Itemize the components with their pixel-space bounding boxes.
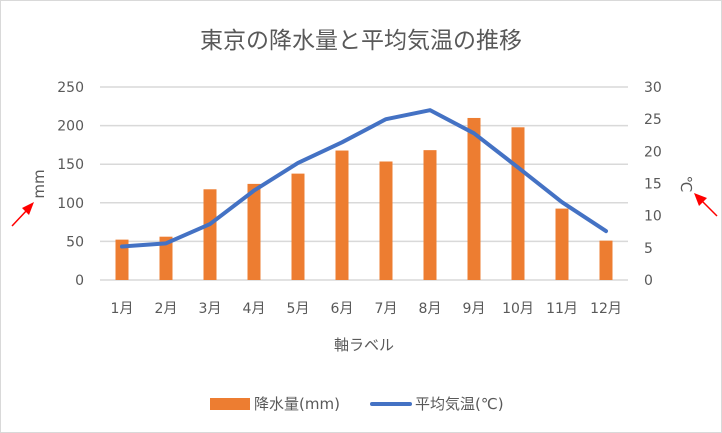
y-tick-label: 0 [75,273,84,289]
x-tick-label: 4月 [243,301,266,317]
bar-11月 [555,208,569,280]
y2-tick-label: 30 [644,80,662,96]
x-tick-label: 8月 [419,301,442,317]
legend-label-precipitation: 降水量(mm) [254,395,340,413]
legend-swatch-precipitation [210,398,250,410]
y2-tick-label: 20 [644,144,662,160]
x-axis-title: 軸ラベル [334,336,394,354]
chart-title: 東京の降水量と平均気温の推移 [200,28,522,54]
y-axis-title: mm [30,169,48,198]
bar-2月 [159,236,173,280]
y-tick-label: 100 [57,196,84,212]
y2-tick-label: 15 [644,177,662,193]
legend-label-temperature: 平均気温(℃) [415,395,504,413]
x-tick-label: 10月 [502,301,534,317]
y-tick-label: 150 [57,157,84,173]
y-tick-label: 250 [57,80,84,96]
x-tick-label: 9月 [463,301,486,317]
y2-tick-label: 0 [644,273,653,289]
temperature-line [120,108,608,249]
bar-1月 [115,239,129,280]
y2-axis-title: ℃ [677,176,695,193]
y2-tick-label: 25 [644,112,662,128]
bar-6月 [335,150,349,280]
y-tick-label: 50 [66,234,84,250]
bar-7月 [379,161,393,280]
bar-4月 [247,183,261,280]
x-tick-label: 1月 [111,301,134,317]
bar-12月 [599,240,613,280]
x-tick-label: 7月 [375,301,398,317]
red-arrow-left [11,202,34,227]
x-tick-label: 6月 [331,301,354,317]
x-tick-label: 12月 [590,301,622,317]
y-tick-label: 200 [57,119,84,135]
bar-5月 [291,173,305,280]
x-tick-label: 11月 [546,301,578,317]
bar-8月 [423,150,437,280]
x-tick-label: 3月 [199,301,222,317]
legend: 降水量(mm) 平均気温(℃) [210,395,504,413]
x-tick-label: 5月 [287,301,310,317]
y2-tick-label: 10 [644,209,662,225]
bar-10月 [511,127,525,280]
bar-9月 [467,117,481,280]
x-tick-label: 2月 [155,301,178,317]
bar-3月 [203,189,217,280]
y2-tick-label: 5 [644,241,653,257]
red-arrow-right [694,193,718,217]
